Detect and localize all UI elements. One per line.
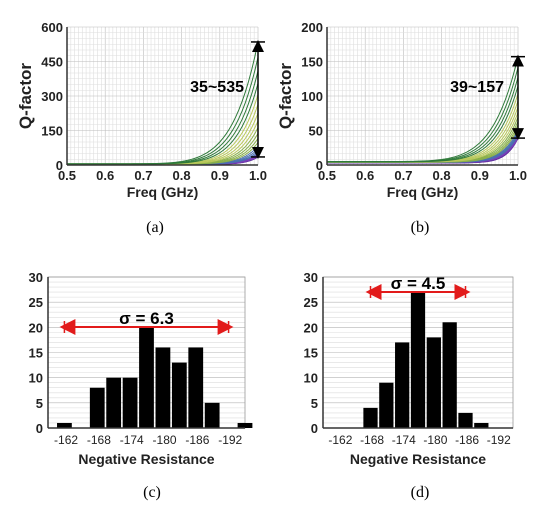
x-tick-label: -192: [218, 433, 242, 447]
histogram-bar: [204, 402, 220, 428]
y-tick-label: 10: [304, 371, 318, 386]
panel-caption: (c): [143, 484, 161, 501]
histogram-bar: [474, 422, 489, 428]
histogram-bar: [426, 337, 441, 428]
y-tick-label: 5: [36, 396, 43, 411]
y-tick-label: 30: [304, 270, 318, 285]
x-tick-label: -186: [455, 433, 479, 447]
x-tick-label: 0.8: [173, 168, 191, 183]
panel-caption: (d): [411, 484, 430, 501]
x-tick-label: 0.8: [433, 168, 451, 183]
y-tick-label: 0: [36, 421, 43, 436]
y-tick-label: 0: [311, 421, 318, 436]
histogram-bar: [363, 407, 378, 428]
x-tick-label: -192: [487, 433, 511, 447]
x-tick-label: -174: [120, 433, 144, 447]
histogram-bar: [410, 292, 426, 428]
y-tick-label: 450: [41, 55, 63, 70]
x-tick-label: -162: [54, 433, 78, 447]
range-annotation: 35~535: [190, 79, 244, 96]
x-tick-label: -180: [423, 433, 447, 447]
y-tick-label: 5: [311, 396, 318, 411]
histogram-bar: [155, 347, 171, 428]
x-tick-label: 0.7: [134, 168, 152, 183]
x-tick-label: 0.9: [211, 168, 229, 183]
histogram-bar: [57, 422, 72, 428]
histogram-bar: [442, 322, 457, 428]
x-tick-label: -180: [153, 433, 177, 447]
y-axis-label: Q-factor: [16, 63, 35, 130]
y-tick-label: 20: [304, 320, 318, 335]
histogram-bar: [122, 377, 138, 428]
q-curve: [327, 56, 519, 163]
y-tick-label: 600: [41, 20, 63, 35]
histogram-bar: [106, 377, 122, 428]
panel-caption: (b): [411, 219, 430, 236]
y-tick-label: 100: [301, 89, 323, 104]
histogram-bar: [395, 342, 410, 428]
x-axis-label: Negative Resistance: [350, 451, 486, 467]
x-tick-label: 0.6: [96, 168, 114, 183]
y-tick-label: 25: [29, 295, 43, 310]
x-tick-label: 1.0: [509, 168, 527, 183]
y-tick-label: 30: [29, 270, 43, 285]
x-axis-label: Freq (GHz): [127, 184, 199, 200]
x-tick-label: -168: [87, 433, 111, 447]
panel-caption: (a): [146, 219, 164, 236]
y-tick-label: 15: [304, 346, 318, 361]
y-tick-label: 200: [301, 20, 323, 35]
x-tick-label: -186: [185, 433, 209, 447]
histogram-bar: [188, 347, 204, 428]
histogram-bar: [237, 422, 253, 428]
x-tick-label: -162: [328, 433, 352, 447]
x-tick-label: -174: [392, 433, 416, 447]
histogram-bar: [139, 327, 154, 428]
y-tick-label: 150: [41, 124, 63, 139]
x-tick-label: 0.7: [394, 168, 412, 183]
y-tick-label: 0: [316, 158, 323, 173]
q-curve: [67, 41, 259, 165]
x-axis-label: Negative Resistance: [78, 451, 214, 467]
histogram-bar: [171, 362, 187, 428]
y-tick-label: 0: [56, 158, 63, 173]
x-tick-label: 0.6: [356, 168, 374, 183]
x-tick-label: -168: [360, 433, 384, 447]
y-axis-label: Q-factor: [276, 63, 295, 130]
x-tick-label: 0.9: [471, 168, 489, 183]
sigma-annotation: σ = 6.3: [119, 309, 174, 328]
y-tick-label: 150: [301, 55, 323, 70]
y-tick-label: 20: [29, 320, 43, 335]
histogram-bar: [379, 382, 394, 428]
histogram-bar: [89, 387, 105, 428]
y-tick-label: 15: [29, 346, 43, 361]
y-tick-label: 300: [41, 89, 63, 104]
y-tick-label: 25: [304, 295, 318, 310]
x-tick-label: 0.5: [318, 168, 336, 183]
x-axis-label: Freq (GHz): [387, 184, 459, 200]
range-annotation: 39~157: [450, 79, 504, 96]
y-tick-label: 10: [29, 371, 43, 386]
x-tick-label: 0.5: [58, 168, 76, 183]
x-tick-label: 1.0: [249, 168, 267, 183]
sigma-annotation: σ = 4.5: [391, 274, 446, 293]
histogram-bar: [458, 412, 473, 428]
y-tick-label: 50: [309, 124, 323, 139]
